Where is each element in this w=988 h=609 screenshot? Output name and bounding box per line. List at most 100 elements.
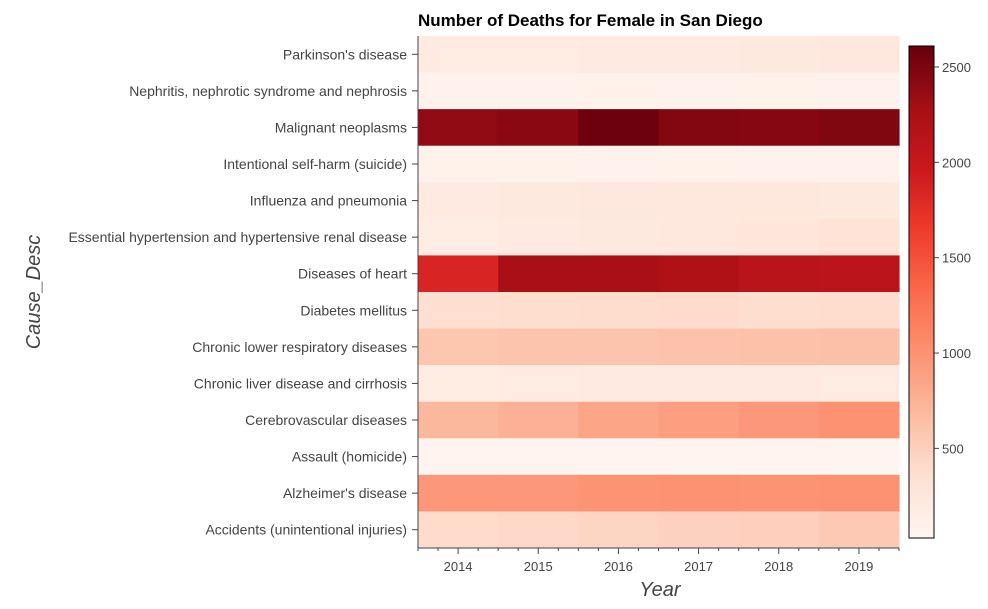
heatmap-cell (498, 145, 579, 183)
y-tick-labels: Parkinson's disease Nephritis, nephrotic … (68, 46, 407, 537)
heatmap-cell (418, 72, 499, 110)
heatmap-cell (418, 328, 499, 366)
heatmap-cell (498, 474, 579, 513)
heatmap-cell (658, 72, 740, 110)
heatmap-cell (818, 145, 900, 183)
heatmap-cell (578, 511, 660, 549)
x-axis-label: Year (639, 579, 681, 601)
heatmap-cell (738, 401, 820, 439)
heatmap-cell (658, 474, 740, 513)
x-tick-label: 2017 (684, 559, 713, 574)
heatmap-cell (498, 438, 579, 476)
chart-title: Number of Deaths for Female in San Diego (418, 11, 763, 30)
heatmap-cell (578, 255, 660, 293)
heatmap-cell (658, 511, 740, 549)
heatmap-cell (418, 511, 499, 549)
heatmap-cell (578, 36, 660, 74)
heatmap-cell (498, 109, 579, 147)
heatmap-cell (418, 182, 499, 220)
heatmap-cell (578, 328, 660, 366)
heatmap-cell (498, 218, 579, 257)
heatmap-cell (578, 218, 660, 257)
heatmap-cell (818, 365, 900, 403)
heatmap-cell (658, 365, 740, 403)
heatmap-cell (818, 292, 900, 330)
colorbar-tick-label: 1500 (942, 251, 971, 266)
y-tick-label: Cerebrovascular diseases (245, 412, 407, 428)
heatmap-cell (738, 255, 820, 293)
heatmap-cell (578, 109, 660, 147)
heatmap-cell (658, 218, 740, 257)
heatmap-cell (738, 438, 820, 476)
y-tick-label: Influenza and pneumonia (250, 193, 407, 209)
heatmap-cell (418, 109, 499, 147)
heatmap-cell (578, 72, 660, 110)
y-axis-label: Cause_Desc (23, 235, 45, 350)
colorbar-tick-label: 2500 (942, 60, 971, 75)
heatmap-cell (738, 72, 820, 110)
x-tick-label: 2016 (604, 559, 633, 574)
heatmap-cell (738, 182, 820, 220)
x-tick-label: 2014 (444, 559, 473, 574)
heatmap-cell (658, 109, 740, 147)
heatmap-cell (658, 145, 740, 183)
heatmap-cell (578, 182, 660, 220)
heatmap-cell (818, 511, 900, 549)
heatmap-cell (738, 292, 820, 330)
y-tick-label: Diseases of heart (298, 266, 407, 282)
heatmap-cell (498, 328, 579, 366)
y-tick-label: Chronic lower respiratory diseases (192, 339, 407, 355)
heatmap-cell (578, 365, 660, 403)
heatmap-cell (418, 145, 499, 183)
heatmap-cell (658, 328, 740, 366)
heatmap-cell (418, 474, 499, 513)
heatmap-cell (498, 182, 579, 220)
y-tick-label: Accidents (unintentional injuries) (205, 522, 407, 538)
heatmap-cell (818, 36, 900, 74)
heatmap-cell (818, 72, 900, 110)
colorbar-tick-label: 500 (942, 441, 964, 456)
heatmap-cell (818, 474, 900, 513)
colorbar-gradient (908, 45, 935, 539)
colorbar: 500 1000 1500 2000 2500 (908, 45, 971, 539)
heatmap-cells (418, 36, 900, 549)
heatmap-cell (418, 438, 499, 476)
heatmap-cell (418, 365, 499, 403)
heatmap-cell (498, 255, 579, 293)
heatmap-cell (818, 182, 900, 220)
heatmap-cell (818, 218, 900, 257)
heatmap-cell (658, 438, 740, 476)
heatmap-cell (658, 401, 740, 439)
y-tick-label: Nephritis, nephrotic syndrome and nephro… (129, 83, 407, 99)
y-tick-label: Alzheimer's disease (283, 485, 407, 501)
heatmap-cell (818, 328, 900, 366)
y-tick-label: Assault (homicide) (292, 449, 407, 465)
y-axis (412, 36, 419, 548)
heatmap-cell (818, 401, 900, 439)
heatmap-cell (738, 145, 820, 183)
heatmap-cell (738, 328, 820, 366)
heatmap-cell (738, 36, 820, 74)
heatmap-cell (658, 255, 740, 293)
y-tick-label: Chronic liver disease and cirrhosis (194, 375, 407, 391)
heatmap-cell (578, 145, 660, 183)
y-tick-label: Malignant neoplasms (275, 119, 407, 135)
heatmap-cell (418, 292, 499, 330)
y-tick-label: Intentional self-harm (suicide) (223, 156, 407, 172)
heatmap-cell (578, 438, 660, 476)
heatmap-cell (498, 511, 579, 549)
heatmap-cell (658, 292, 740, 330)
heatmap-cell (738, 109, 820, 147)
y-tick-label: Parkinson's disease (283, 46, 407, 62)
heatmap-cell (738, 365, 820, 403)
heatmap-cell (738, 511, 820, 549)
heatmap-cell (418, 36, 499, 74)
heatmap-cell (738, 474, 820, 513)
heatmap-cell (578, 474, 660, 513)
colorbar-tick-label: 2000 (942, 155, 971, 170)
x-tick-label: 2019 (844, 559, 873, 574)
heatmap-cell (578, 292, 660, 330)
heatmap-cell (658, 182, 740, 220)
heatmap-cell (818, 438, 900, 476)
heatmap-cell (418, 255, 499, 293)
